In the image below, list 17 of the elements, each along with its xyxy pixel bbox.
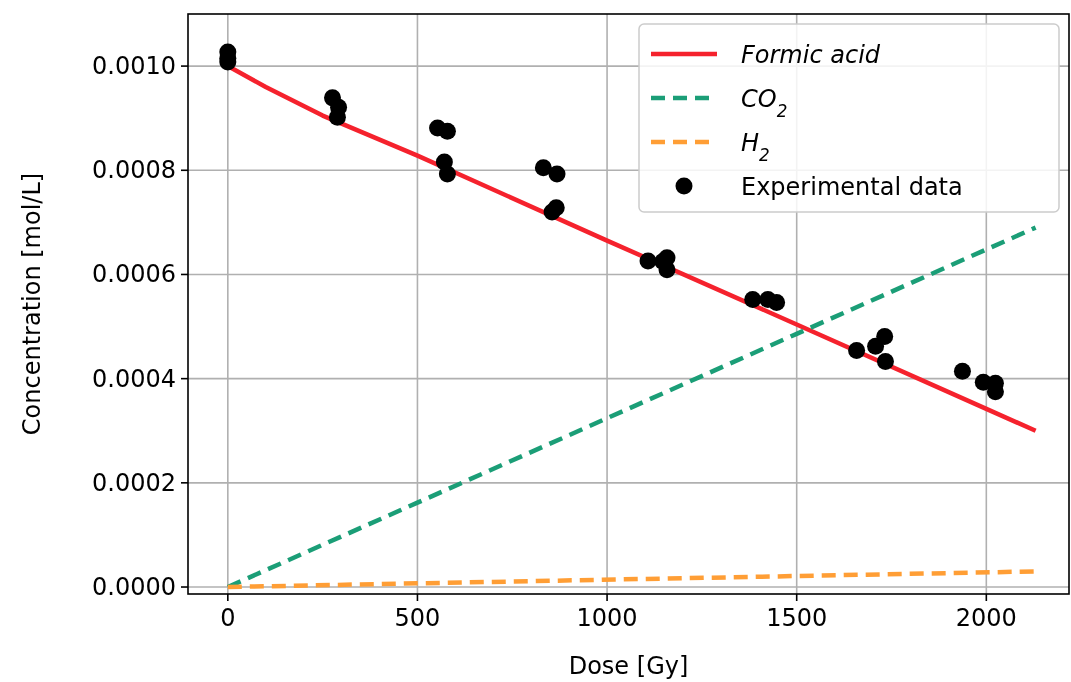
legend-label: Formic acid [741, 41, 881, 69]
x-tick-label: 500 [394, 604, 441, 632]
y-tick-label: 0.0006 [92, 260, 176, 289]
legend-label: H$_{2}$ [741, 129, 770, 165]
y-tick-label: 0.0004 [92, 364, 176, 393]
x-axis-title: Dose [Gy] [568, 652, 689, 680]
y-tick-label: 0.0000 [92, 573, 176, 602]
x-tick-label: 1500 [766, 604, 828, 632]
legend-label: CO$_{2}$ [741, 85, 788, 121]
legend-label: Experimental data [741, 173, 963, 201]
x-tick-label: 2000 [955, 604, 1017, 632]
y-tick-label: 0.0010 [92, 52, 176, 81]
y-tick-label: 0.0008 [92, 156, 176, 185]
y-axis-title: Concentration [mol/L] [18, 172, 46, 436]
x-tick-label: 1000 [576, 604, 638, 632]
x-tick-label: 0 [220, 604, 236, 632]
y-tick-label: 0.0002 [92, 468, 176, 497]
